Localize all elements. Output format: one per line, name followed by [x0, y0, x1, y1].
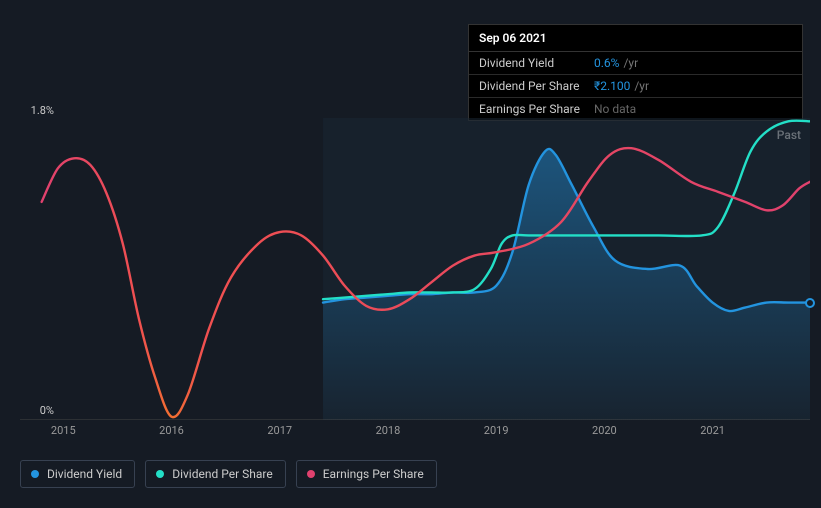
- dividend-yield-end-dot: [805, 298, 815, 308]
- x-tick: 2021: [700, 424, 725, 437]
- y-tick-top: 1.8%: [31, 104, 54, 117]
- legend-item-yield[interactable]: Dividend Yield: [20, 460, 135, 488]
- legend-dot: [156, 470, 164, 478]
- x-tick: 2018: [376, 424, 401, 437]
- tooltip-row-dps: Dividend Per Share ₹2.100 /yr: [469, 75, 802, 98]
- legend-dot: [307, 470, 315, 478]
- tooltip-value: 0.6%: [594, 56, 619, 70]
- x-axis: 2015 2016 2017 2018 2019 2020 2021: [20, 424, 810, 444]
- legend-item-eps[interactable]: Earnings Per Share: [296, 460, 437, 488]
- legend: Dividend Yield Dividend Per Share Earnin…: [20, 460, 437, 488]
- legend-label: Earnings Per Share: [323, 467, 424, 481]
- tooltip-unit: /yr: [623, 56, 638, 70]
- x-tick: 2020: [592, 424, 617, 437]
- tooltip-value: ₹2.100: [594, 79, 630, 93]
- x-tick: 2017: [267, 424, 292, 437]
- tooltip-row-yield: Dividend Yield 0.6% /yr: [469, 52, 802, 75]
- x-tick: 2015: [51, 424, 76, 437]
- chart-area[interactable]: 1.8% 0% 2015201620172018201920202021: [20, 104, 810, 444]
- tooltip-date: Sep 06 2021: [469, 25, 802, 52]
- tooltip-label: Dividend Per Share: [479, 79, 594, 93]
- legend-label: Dividend Yield: [47, 467, 122, 481]
- legend-label: Dividend Per Share: [172, 467, 273, 481]
- tooltip-unit: /yr: [634, 79, 649, 93]
- legend-dot: [31, 470, 39, 478]
- chart-plot: [20, 118, 810, 420]
- x-tick: 2016: [159, 424, 184, 437]
- legend-item-dps[interactable]: Dividend Per Share: [145, 460, 286, 488]
- x-tick: 2019: [484, 424, 509, 437]
- tooltip-label: Dividend Yield: [479, 56, 594, 70]
